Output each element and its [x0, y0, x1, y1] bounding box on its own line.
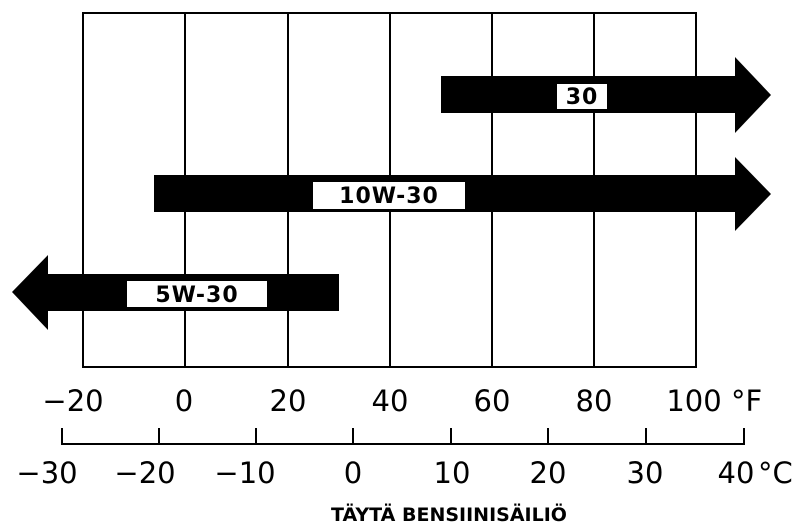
- c-tick-label: −20: [114, 456, 175, 490]
- grade-30-arrow: 30: [441, 57, 771, 133]
- grade-30-label-box: [557, 84, 607, 109]
- f-tick-label: 80: [576, 384, 613, 418]
- c-tick-label: 30: [627, 456, 664, 490]
- grade-5w30-label-box: [127, 281, 267, 307]
- fahrenheit-axis: −20 0 20 40 60 80 100 °F: [42, 384, 762, 418]
- f-tick-label: 0: [175, 384, 193, 418]
- c-tick-label: −30: [16, 456, 77, 490]
- c-tick-label: 40: [718, 456, 755, 490]
- grade-5w30-arrow: 5W-30: [12, 255, 339, 330]
- fahrenheit-unit: °F: [731, 384, 762, 418]
- c-tick-label: 20: [530, 456, 567, 490]
- grade-10w30-label-box: [313, 182, 465, 209]
- f-tick-label: −20: [42, 384, 103, 418]
- celsius-unit: °C: [758, 456, 793, 490]
- grade-30-label: 30: [566, 85, 599, 110]
- caption: TÄYTÄ BENSIINISÄILIÖ: [331, 502, 567, 526]
- f-tick-label: 40: [372, 384, 409, 418]
- f-tick-label: 60: [474, 384, 511, 418]
- celsius-axis: −30 −20 −10 0 10 20 30 40 °C: [16, 428, 793, 490]
- grade-10w30-label: 10W-30: [339, 184, 439, 209]
- c-tick-label: 0: [344, 456, 362, 490]
- f-tick-label: 100: [666, 384, 721, 418]
- f-tick-label: 20: [270, 384, 307, 418]
- grade-5w30-label: 5W-30: [155, 283, 238, 308]
- c-tick-label: −10: [214, 456, 275, 490]
- grade-10w30-arrow: 10W-30: [154, 157, 771, 231]
- c-tick-label: 10: [434, 456, 471, 490]
